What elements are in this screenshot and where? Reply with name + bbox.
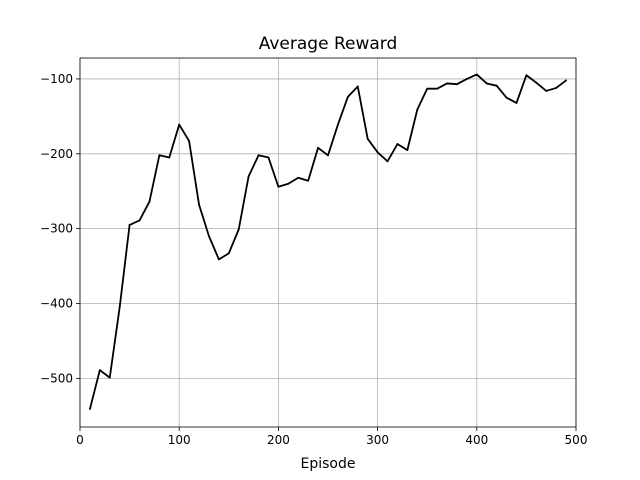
data-point [376, 151, 379, 154]
data-point [208, 235, 210, 238]
x-tick-label: 400 [465, 433, 488, 447]
data-point [277, 185, 280, 188]
data-point [535, 81, 538, 84]
data-point [98, 369, 101, 372]
y-tick-label: −100 [40, 72, 73, 86]
data-point [555, 87, 558, 89]
data-point [128, 224, 131, 226]
data-point [138, 219, 141, 222]
data-point [456, 83, 458, 86]
data-point [485, 82, 488, 85]
data-point [495, 84, 498, 87]
data-point [237, 228, 240, 231]
data-point [287, 182, 290, 185]
data-point [247, 175, 250, 178]
grid-layer [79, 58, 577, 427]
data-point [217, 258, 220, 261]
data-point [545, 90, 548, 92]
data-point [327, 154, 329, 157]
y-tick-label: −400 [40, 297, 73, 311]
x-tick-label: 100 [168, 433, 191, 447]
series-layer [89, 73, 567, 410]
data-point [426, 87, 429, 90]
data-point [406, 149, 409, 151]
data-point [356, 85, 359, 88]
data-point [475, 73, 478, 76]
series-line [89, 73, 567, 410]
y-tick-label: −500 [40, 371, 73, 385]
data-point [317, 146, 319, 149]
data-point [436, 87, 439, 90]
chart-title: Average Reward [259, 34, 398, 54]
y-tick-label: −200 [40, 147, 73, 161]
data-point [346, 96, 349, 98]
data-point [505, 96, 508, 99]
data-point [366, 137, 369, 140]
data-point [396, 143, 399, 145]
data-point [227, 252, 230, 255]
x-tick-label: 500 [565, 433, 588, 447]
x-tick-label: 300 [366, 433, 389, 447]
x-axis-label: Episode [301, 456, 356, 472]
data-point [168, 156, 171, 159]
data-point [188, 140, 191, 142]
data-point [386, 160, 389, 163]
data-point [89, 408, 91, 410]
data-point [118, 306, 121, 309]
data-point [178, 123, 181, 126]
tick-layer: 0 100 200 300 400 500 −500 −400 −300 −200 −100 [40, 72, 587, 447]
data-point [148, 200, 151, 203]
data-point [446, 82, 448, 85]
data-point [565, 79, 567, 82]
data-point [416, 108, 419, 111]
data-point [307, 179, 310, 182]
x-tick-label: 200 [267, 433, 290, 447]
data-point [525, 74, 528, 77]
y-tick-label: −300 [40, 222, 73, 236]
data-point [257, 154, 260, 157]
data-point [465, 78, 468, 80]
data-point [297, 176, 300, 179]
data-point [108, 376, 111, 379]
data-point [158, 154, 161, 157]
data-point [198, 203, 200, 206]
data-point [515, 102, 518, 104]
x-tick-label: 0 [76, 433, 84, 447]
data-point [267, 156, 270, 159]
plot-frame [79, 57, 577, 428]
data-point [337, 123, 339, 126]
